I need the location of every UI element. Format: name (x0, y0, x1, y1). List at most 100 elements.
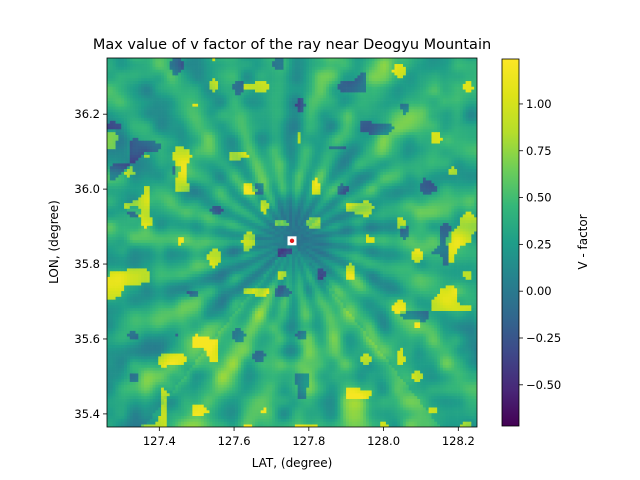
heatmap-cell (440, 321, 444, 326)
heatmap-cell (403, 415, 407, 419)
heatmap-cell (161, 373, 165, 377)
heatmap-cell (107, 395, 111, 399)
heatmap-cell (109, 321, 114, 326)
heatmap-cell (357, 418, 361, 422)
heatmap-cell (169, 384, 173, 388)
heatmap-cell (158, 381, 162, 385)
heatmap-cell (368, 412, 373, 416)
heatmap-cell (129, 392, 133, 397)
heatmap-cell (297, 375, 301, 380)
heatmap-cell (252, 321, 256, 326)
heatmap-cell (212, 390, 216, 394)
heatmap-cell (343, 409, 347, 414)
heatmap-cell (329, 339, 333, 343)
heatmap-cell (263, 330, 267, 334)
heatmap-cell (132, 390, 136, 394)
heatmap-cell (175, 401, 179, 405)
heatmap-cell (422, 387, 427, 391)
heatmap-cell (183, 361, 188, 365)
heatmap-cell (169, 398, 173, 402)
heatmap-cell (198, 407, 202, 411)
heatmap-cell (391, 339, 395, 343)
heatmap-cell (166, 356, 170, 360)
heatmap-cell (149, 367, 153, 371)
heatmap-cell (462, 384, 466, 388)
heatmap-cell (206, 364, 210, 368)
heatmap-cell (178, 321, 182, 326)
heatmap-cell (206, 373, 210, 377)
heatmap-cells (107, 58, 477, 427)
heatmap-cell (126, 409, 131, 414)
heatmap-cell (243, 407, 247, 411)
heatmap-cell (155, 412, 159, 416)
heatmap-cell (260, 319, 264, 323)
heatmap-cell (272, 395, 276, 399)
heatmap-cell (124, 404, 128, 408)
heatmap-cell (260, 375, 264, 380)
heatmap-cell (218, 319, 222, 323)
heatmap-cell (405, 421, 410, 425)
heatmap-cell (348, 398, 353, 402)
heatmap-cell (263, 381, 267, 385)
heatmap-cell (198, 339, 202, 343)
heatmap-cell (397, 341, 401, 346)
heatmap-cell (337, 421, 341, 425)
heatmap-cell (203, 409, 207, 414)
heatmap-cell (121, 370, 125, 374)
heatmap-cell (269, 333, 273, 337)
heatmap-cell (337, 384, 341, 388)
heatmap-cell (175, 358, 179, 363)
heatmap-cell (129, 384, 133, 388)
heatmap-cell (175, 404, 179, 408)
heatmap-cell (146, 381, 151, 385)
heatmap-cell (235, 401, 239, 405)
heatmap-cell (269, 384, 273, 388)
heatmap-cell (300, 347, 304, 351)
heatmap-cell (280, 384, 284, 388)
heatmap-cell (277, 387, 281, 391)
heatmap-cell (161, 330, 165, 334)
heatmap-cell (206, 356, 210, 360)
heatmap-cell (448, 327, 452, 331)
heatmap-cell (437, 398, 441, 402)
heatmap-cell (155, 341, 159, 346)
heatmap-cell (314, 358, 318, 363)
heatmap-cell (195, 412, 199, 416)
heatmap-cell (437, 336, 441, 340)
heatmap-cell (255, 350, 259, 354)
heatmap-cell (323, 327, 327, 331)
heatmap-cell (448, 424, 452, 427)
heatmap-cell (257, 418, 262, 422)
heatmap-cell (340, 404, 344, 408)
heatmap-cell (252, 367, 256, 371)
heatmap-cell (212, 404, 216, 408)
heatmap-cell (286, 401, 290, 405)
heatmap-cell (166, 404, 170, 408)
heatmap-cell (448, 319, 452, 323)
heatmap-cell (377, 401, 381, 405)
heatmap-cell (257, 390, 262, 394)
heatmap-cell (448, 409, 452, 414)
heatmap-cell (220, 333, 225, 337)
heatmap-cell (303, 384, 307, 388)
heatmap-cell (144, 367, 148, 371)
heatmap-cell (107, 347, 111, 351)
heatmap-cell (263, 392, 267, 397)
heatmap-cell (124, 401, 128, 405)
heatmap-cell (283, 407, 287, 411)
heatmap-cell (226, 375, 230, 380)
heatmap-cell (391, 367, 395, 371)
heatmap-cell (152, 341, 156, 346)
heatmap-cell (181, 353, 185, 357)
heatmap-cell (428, 390, 432, 394)
heatmap-cell (209, 421, 213, 425)
heatmap-cell (403, 324, 407, 329)
heatmap-cell (366, 387, 370, 391)
heatmap-cell (192, 327, 196, 331)
heatmap-cell (181, 412, 185, 416)
heatmap-cell (200, 341, 205, 346)
heatmap-cell (303, 356, 307, 360)
heatmap-cell (331, 418, 336, 422)
heatmap-cell (414, 344, 418, 348)
heatmap-cell (303, 409, 307, 414)
